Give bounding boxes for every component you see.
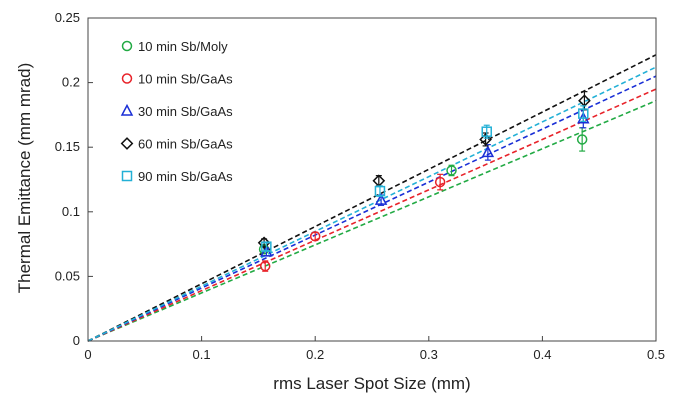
legend-marker	[120, 103, 134, 116]
fit-line	[87, 88, 657, 342]
x-tick-label: 0.2	[306, 347, 324, 362]
fit-line	[87, 66, 657, 342]
data-point	[576, 134, 588, 145]
y-tick-label: 0	[73, 333, 80, 348]
fit-lines	[87, 54, 657, 342]
data-point	[259, 260, 271, 272]
data-point	[261, 241, 272, 252]
y-tick-label: 0.05	[55, 268, 80, 283]
x-tick-label: 0.4	[533, 347, 551, 362]
fit-line	[87, 54, 657, 342]
plot-frame	[87, 17, 657, 342]
data-points	[257, 91, 591, 272]
y-tick-label: 0.15	[55, 139, 80, 154]
data-point	[374, 185, 386, 197]
legend-item: 10 min Sb/GaAs	[121, 72, 233, 87]
x-tick-label: 0	[84, 347, 91, 362]
series-4	[261, 105, 589, 252]
data-point	[446, 165, 457, 176]
series-1	[259, 173, 446, 272]
series-3	[257, 91, 591, 250]
legend-marker	[121, 170, 133, 182]
legend-marker	[121, 40, 133, 52]
legend-label: 60 min Sb/GaAs	[138, 137, 233, 152]
data-point	[374, 193, 388, 205]
y-tick-label: 0.25	[55, 10, 80, 25]
data-point	[434, 176, 446, 188]
legend-label: 90 min Sb/GaAs	[138, 169, 233, 184]
legend-item: 30 min Sb/GaAs	[120, 103, 233, 119]
legend-item: 90 min Sb/GaAs	[121, 169, 233, 184]
plot-border	[87, 17, 657, 342]
x-axis-label: rms Laser Spot Size (mm)	[273, 374, 470, 393]
data-point	[257, 236, 271, 250]
fit-line	[87, 75, 657, 342]
data-point	[309, 231, 321, 242]
data-point	[481, 126, 492, 137]
y-tick-label: 0.1	[62, 204, 80, 219]
legend-item: 10 min Sb/Moly	[121, 39, 228, 54]
y-axis: 0 0.05 0.1 0.15 0.2 0.25	[55, 10, 93, 348]
fit-line	[87, 99, 657, 342]
data-point	[578, 108, 589, 119]
legend-label: 10 min Sb/GaAs	[138, 72, 233, 87]
x-tick-label: 0.3	[420, 347, 438, 362]
x-axis: 0 0.1 0.2 0.3 0.4 0.5	[84, 336, 665, 362]
legend-label: 10 min Sb/Moly	[138, 39, 228, 54]
x-tick-label: 0.5	[647, 347, 665, 362]
legend: 10 min Sb/Moly 10 min Sb/GaAs 30 min Sb/Ga…	[120, 39, 233, 184]
y-tick-label: 0.2	[62, 75, 80, 90]
legend-marker	[121, 73, 133, 84]
legend-marker	[120, 137, 134, 150]
legend-item: 60 min Sb/GaAs	[120, 137, 233, 152]
y-axis-label: Thermal Emittance (mm mrad)	[15, 63, 34, 293]
legend-label: 30 min Sb/GaAs	[138, 104, 233, 119]
x-tick-label: 0.1	[193, 347, 211, 362]
series-2	[260, 109, 590, 257]
data-point	[481, 145, 495, 158]
